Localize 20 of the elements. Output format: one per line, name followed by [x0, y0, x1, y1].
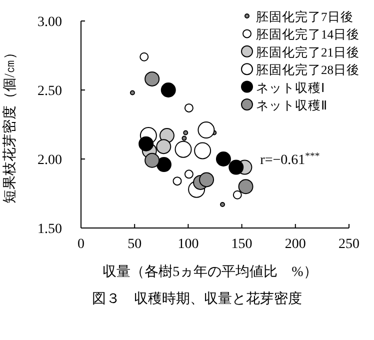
annotation: r=−0.61$^{***}$: [260, 150, 320, 168]
y-tick-label: 2.00: [38, 153, 62, 168]
legend-label: 胚固化完了14日後: [256, 26, 360, 42]
legend-label: 胚固化完了21日後: [256, 44, 360, 60]
x-tick-label: 150: [231, 237, 252, 252]
x-tick-label: 100: [178, 237, 199, 252]
caption: 図３ 収穫時期、収量と花芽密度: [92, 291, 302, 307]
legend-label: 胚固化完了28日後: [256, 62, 360, 78]
legend-label: 胚固化完了7日後: [256, 9, 354, 24]
x-tick-label: 50: [128, 237, 142, 252]
legend-label: ネット収穫Ⅰ: [256, 80, 325, 95]
y-tick-label: 2.50: [38, 84, 62, 99]
x-tick-label: 0: [78, 237, 84, 252]
y-axis-title: 短果枝花芽密度（個/㎝）: [2, 46, 18, 204]
legend-label: ネット収穫Ⅱ: [256, 98, 327, 112]
x-tick-label: 250: [338, 237, 360, 252]
y-tick-label: 3.00: [38, 15, 62, 30]
x-tick-label: 200: [284, 237, 306, 252]
x-axis-title: 収量（各樹5ヵ年の平均値比 %）: [102, 264, 318, 280]
y-tick-label: 1.50: [38, 222, 62, 237]
